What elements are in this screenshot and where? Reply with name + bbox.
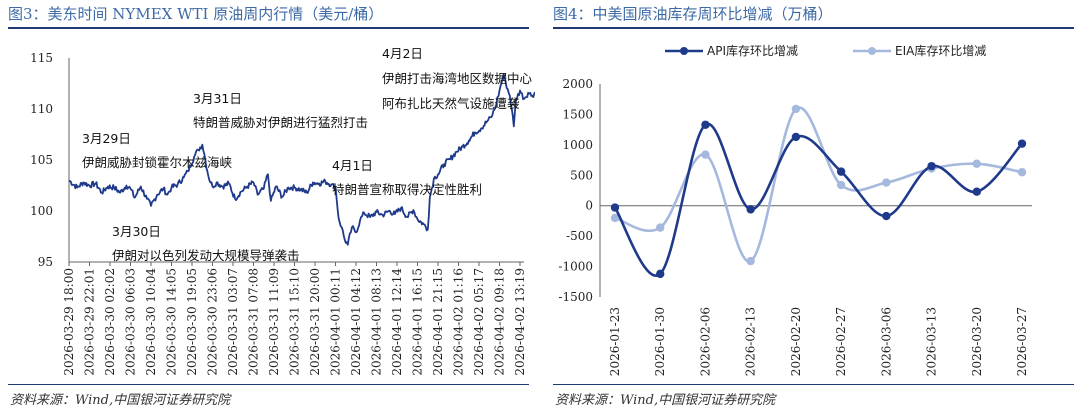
series-point-eia: [836, 180, 846, 190]
inventory-change-chart: -1500 -1000 -500 0 500 1000 1500 2000 2026-01-23…: [558, 43, 1032, 376]
legend-swatch-point: [680, 47, 688, 55]
series-point-eia: [701, 150, 710, 159]
x-tick-label: 2026-03-30 14:05: [165, 268, 179, 376]
y-tick-label: 110: [30, 102, 53, 116]
x-tick-label: 2026-03-20: [970, 307, 984, 376]
left-source-note: 资料来源：Wind,中国银河证券研究院: [10, 393, 231, 408]
x-tick-label: 2026-03-30 23:06: [206, 268, 220, 376]
x-tick-label: 2026-03-30 19:05: [185, 268, 199, 376]
x-tick-label: 2026-02-20: [789, 307, 803, 376]
annotation-text: 伊朗对以色列发动大规模导弹袭击: [112, 248, 300, 263]
x-tick-label: 2026-01-30: [653, 307, 667, 376]
x-tick-label: 2026-04-01 16:15: [411, 268, 425, 376]
right-source-rule: [553, 384, 1074, 385]
x-tick-label: 2026-04-01 04:12: [349, 268, 363, 376]
series-point-api: [746, 205, 755, 214]
left-chart-panel: 图3：美东时间 NYMEX WTI 原油周内行情（美元/桶） 95 100 105 1…: [0, 0, 535, 413]
y-tick-label: 1000: [562, 138, 593, 152]
annotation-date: 3月31日: [193, 91, 242, 106]
series-point-api: [701, 120, 710, 129]
x-tick-label: 2026-04-01 00:11: [329, 268, 343, 376]
series-point-api: [836, 167, 846, 176]
x-tick-label: 2026-03-30 02:02: [103, 268, 117, 376]
series-point-eia: [791, 104, 801, 114]
right-chart-title: 图4：中美国原油库存周环比增减（万桶）: [553, 5, 833, 23]
right-source-note: 资料来源：Wind,中国银河证券研究院: [555, 393, 776, 408]
x-tick-label: 2026-03-30 06:03: [124, 268, 138, 376]
series-point-api: [610, 203, 620, 212]
legend-swatch-point: [868, 47, 876, 55]
x-tick-label: 2026-04-01 08:13: [370, 268, 384, 376]
wti-price-line: [68, 73, 535, 246]
right-title-rule: [553, 27, 1074, 29]
annotation-date: 3月29日: [82, 131, 131, 146]
y-tick-label: -1000: [558, 260, 593, 274]
y-tick-label: 500: [570, 168, 593, 182]
y-tick-label: 115: [30, 51, 53, 65]
annotation-date: 4月2日: [382, 46, 423, 61]
x-tick-label: 2026-03-31 15:10: [288, 268, 302, 376]
series-point-api: [791, 132, 801, 142]
series-point-api: [927, 161, 936, 171]
annotation-text: 伊朗威胁封锁霍尔木兹海峡: [82, 155, 233, 170]
y-tick-label: 2000: [562, 77, 593, 91]
series-point-api: [1017, 139, 1027, 148]
series-point-eia: [656, 223, 665, 232]
series-point-api: [972, 187, 981, 196]
annotation-text: 阿布扎比天然气设施遭袭: [382, 96, 520, 111]
left-chart-title: 图3：美东时间 NYMEX WTI 原油周内行情（美元/桶）: [8, 5, 384, 23]
annotation-text: 伊朗打击海湾地区数据中心: [382, 71, 533, 86]
y-tick-label: 1500: [562, 107, 593, 121]
y-tick-label: 100: [30, 204, 53, 218]
series-point-eia: [1017, 168, 1027, 177]
x-tick-label: 2026-04-02 13:19: [513, 268, 527, 376]
x-tick-label: 2026-02-06: [698, 307, 712, 376]
x-tick-label: 2026-03-31 07:08: [247, 268, 261, 376]
x-tick-label: 2026-04-02 05:17: [472, 268, 486, 376]
x-tick-label: 2026-03-31 03:07: [226, 268, 240, 376]
annotation-date: 4月1日: [332, 158, 373, 173]
x-tick-label: 2026-03-31 11:09: [267, 268, 281, 376]
right-chart-panel: 图4：中美国原油库存周环比增减（万桶） -1500 -1000 -500 0 500 10…: [545, 0, 1080, 413]
x-tick-label: 2026-03-27: [1015, 307, 1029, 376]
series-point-eia: [882, 178, 891, 187]
annotation-date: 3月30日: [112, 224, 161, 239]
x-tick-label: 2026-03-29 18:00: [62, 268, 76, 376]
y-tick-label: -1500: [558, 290, 593, 304]
x-tick-label: 2026-03-06: [879, 307, 893, 376]
x-tick-label: 2026-01-23: [608, 307, 622, 376]
y-tick-label: 105: [30, 153, 53, 167]
x-tick-label: 2026-04-02 09:18: [493, 268, 507, 376]
x-tick-label: 2026-02-13: [744, 307, 758, 376]
annotation-text: 特朗普宣称取得决定性胜利: [332, 182, 482, 197]
series-point-api: [656, 269, 665, 279]
x-tick-label: 2026-04-01 21:15: [431, 268, 445, 376]
legend-label: EIA库存环比增减: [895, 43, 986, 58]
left-source-rule: [8, 384, 529, 385]
left-title-rule: [8, 27, 529, 29]
y-tick-label: 0: [585, 199, 593, 213]
series-point-eia: [610, 213, 620, 223]
series-point-eia: [972, 159, 981, 168]
x-tick-label: 2026-03-30 10:04: [144, 268, 158, 376]
series-point-eia: [746, 256, 755, 266]
x-tick-label: 2026-03-31 20:00: [308, 268, 322, 376]
y-tick-label: 95: [38, 255, 53, 269]
annotation-text: 特朗普威胁对伊朗进行猛烈打击: [193, 115, 368, 130]
x-tick-label: 2026-03-29 22:01: [83, 268, 97, 376]
wti-intraday-chart: 95 100 105 110 115 2026-03-29 18:00 2026-03-29…: [30, 46, 535, 376]
legend-label: API库存环比增减: [707, 43, 798, 58]
x-tick-label: 2026-04-02 01:16: [452, 268, 466, 376]
x-tick-label: 2026-04-01 12:14: [390, 268, 404, 376]
series-point-api: [882, 211, 891, 221]
y-tick-label: -500: [566, 229, 593, 243]
x-tick-label: 2026-02-27: [834, 307, 848, 376]
x-tick-label: 2026-03-13: [925, 307, 939, 376]
